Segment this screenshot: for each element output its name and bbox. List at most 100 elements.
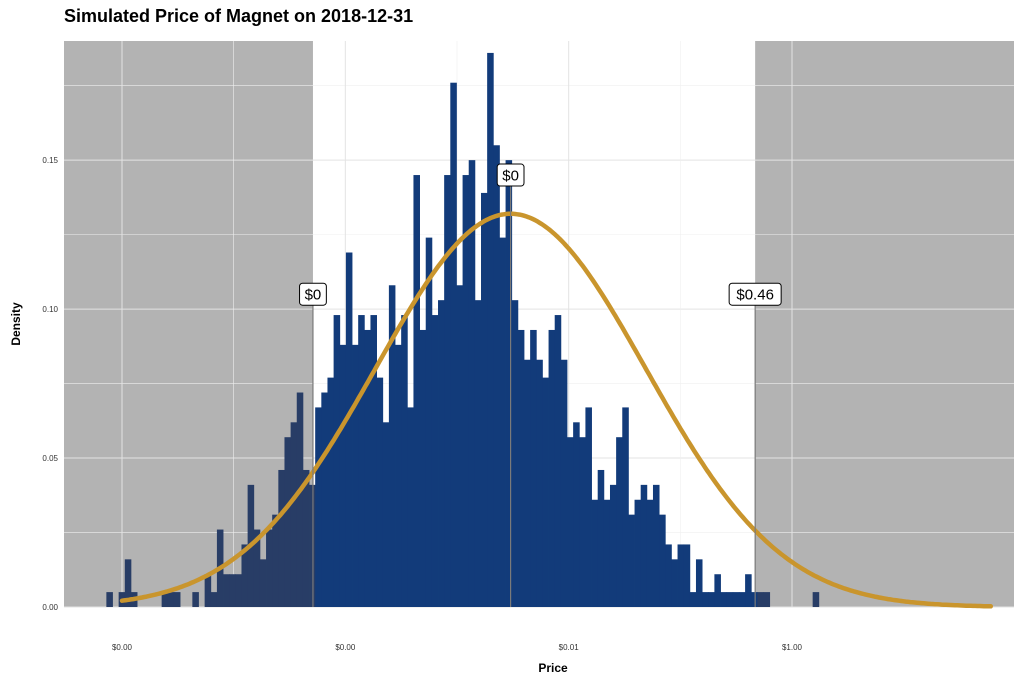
histogram-bar: [585, 407, 592, 607]
histogram-bar: [431, 315, 439, 607]
x-tick-label: $0.00: [112, 643, 133, 652]
histogram-bar: [204, 574, 212, 607]
histogram-bar: [573, 422, 580, 607]
histogram-bar: [272, 514, 279, 607]
x-tick-label: $0.00: [335, 643, 356, 652]
histogram-bar: [456, 285, 463, 607]
histogram-bar: [333, 315, 341, 607]
histogram-bar: [683, 544, 691, 607]
histogram-bar: [173, 592, 181, 607]
histogram-bar: [413, 175, 420, 608]
histogram-bar: [425, 237, 433, 607]
histogram-bar: [702, 592, 709, 607]
y-tick-label: 0.05: [42, 454, 58, 463]
histogram-bar: [554, 315, 562, 607]
histogram-bar: [444, 175, 451, 608]
histogram-bar: [751, 592, 758, 607]
quantile-label-box: [728, 282, 782, 306]
histogram-bar: [738, 592, 746, 607]
histogram-bar: [358, 315, 365, 607]
quantile-label-box: [496, 163, 525, 187]
histogram-bar: [223, 574, 230, 607]
histogram-bar: [321, 392, 328, 607]
histogram-bar: [106, 592, 113, 607]
histogram-bar: [659, 514, 666, 607]
histogram-bar: [517, 329, 525, 607]
histogram-bar: [714, 574, 721, 607]
histogram-bar: [235, 574, 242, 607]
histogram-bar: [376, 377, 384, 607]
histogram-bar: [695, 559, 703, 607]
chart-title: Simulated Price of Magnet on 2018-12-31: [64, 6, 414, 26]
histogram-bar: [671, 559, 678, 607]
quantile-label: $0.46: [736, 287, 774, 304]
histogram-bar: [407, 407, 414, 607]
density-curve: [119, 211, 994, 609]
histogram-bar: [296, 392, 304, 607]
histogram-bar: [640, 484, 648, 607]
histogram-bar: [603, 499, 611, 607]
histogram-bar: [419, 329, 427, 607]
histogram-bar: [757, 592, 764, 607]
histogram-bar: [597, 469, 605, 607]
quantile-label: $0: [502, 168, 519, 185]
y-axis-title: Density: [9, 302, 23, 346]
histogram-bar: [401, 315, 408, 607]
histogram-bar: [677, 544, 685, 607]
histogram-bar: [124, 559, 132, 607]
histogram-bar: [628, 514, 635, 607]
histogram-bar: [646, 499, 654, 607]
histogram-bar: [720, 592, 728, 607]
histogram-bar: [622, 407, 629, 607]
shaded-region-left: [64, 41, 313, 607]
histogram-bar: [708, 592, 715, 607]
histogram-bar: [579, 437, 586, 607]
x-tick-label: $1.00: [782, 643, 803, 652]
histogram-bar: [493, 145, 500, 607]
histogram-bar: [634, 499, 642, 607]
histogram-bar: [524, 359, 531, 607]
histogram-bar: [566, 437, 574, 607]
histogram-bar: [278, 469, 285, 607]
histogram-bar: [536, 359, 543, 607]
histogram-bar: [763, 592, 771, 607]
histogram-bar: [745, 574, 752, 607]
histogram-bar: [388, 285, 396, 607]
histogram-bar: [689, 592, 697, 607]
histogram-bar: [732, 592, 740, 607]
histogram-bar: [726, 592, 734, 607]
histogram-bar: [309, 484, 316, 607]
histogram-bar: [616, 437, 623, 607]
histogram-bar: [364, 329, 371, 607]
histogram-bar: [327, 377, 335, 607]
histogram-bar: [474, 300, 482, 607]
histogram-bar: [210, 592, 218, 607]
histogram-bar: [352, 344, 359, 607]
histogram-bar: [290, 422, 298, 607]
quantile-label-box: [299, 282, 327, 306]
histogram-bar: [665, 544, 672, 607]
histogram-bar: [284, 437, 292, 607]
quantile-label: $0: [305, 287, 322, 304]
histogram-bar: [315, 407, 322, 607]
histogram-bar: [652, 484, 660, 607]
histogram-bar: [229, 574, 236, 607]
shaded-region-right: [755, 41, 1014, 607]
histogram-bar: [345, 252, 353, 608]
y-tick-label: 0.10: [42, 305, 58, 314]
y-tick-label: 0.00: [42, 603, 58, 612]
histogram-bar: [505, 160, 513, 607]
histogram-bar: [438, 300, 445, 607]
histogram-bar: [468, 160, 476, 607]
histogram-bar: [241, 544, 249, 607]
x-axis-title: Price: [538, 661, 568, 675]
histogram-bar: [395, 344, 402, 607]
x-tick-label: $0.01: [559, 643, 580, 652]
histogram-bar: [302, 469, 310, 607]
histogram-bar: [560, 359, 568, 607]
histogram-bar: [259, 559, 267, 607]
histogram-bar: [167, 592, 175, 607]
histogram-bar: [499, 237, 506, 607]
